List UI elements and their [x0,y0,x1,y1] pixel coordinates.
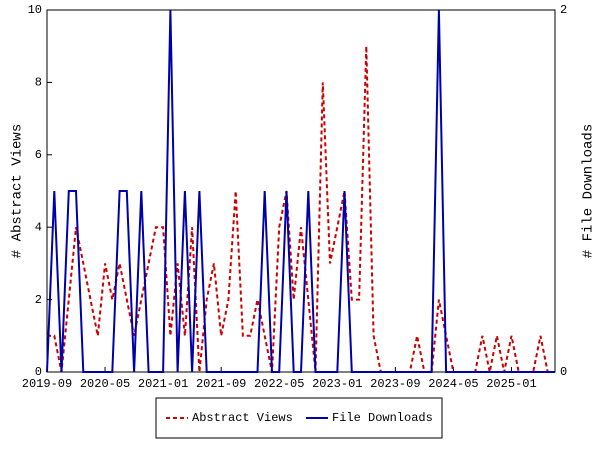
y2-tick-label: 2 [560,3,567,17]
x-tick-label: 2025-01 [486,377,536,391]
x-tick-label: 2023-09 [370,377,420,391]
y2-axis-label: # File Downloads [581,124,597,258]
x-tick-label: 2021-09 [196,377,246,391]
series-line [47,46,555,373]
y-tick-label: 6 [35,148,42,162]
y-tick-label: 0 [35,365,42,379]
y-tick-label: 10 [28,3,42,17]
y-tick-label: 8 [35,76,42,90]
y-axis-label: # Abstract Views [10,124,26,258]
series-line [46,9,555,373]
x-tick-label: 2021-01 [138,377,188,391]
y-tick-label: 4 [35,220,42,234]
x-tick-label: 2023-01 [312,377,362,391]
y-tick-label: 2 [35,293,42,307]
x-tick-label: 2019-09 [22,377,72,391]
legend-box [155,397,443,439]
legend-label: File Downloads [332,411,433,425]
x-tick-label: 2020-05 [80,377,130,391]
x-tick-label: 2024-05 [428,377,478,391]
x-tick-label: 2022-05 [254,377,304,391]
legend-label: Abstract Views [192,411,293,425]
y2-tick-label: 0 [560,365,567,379]
